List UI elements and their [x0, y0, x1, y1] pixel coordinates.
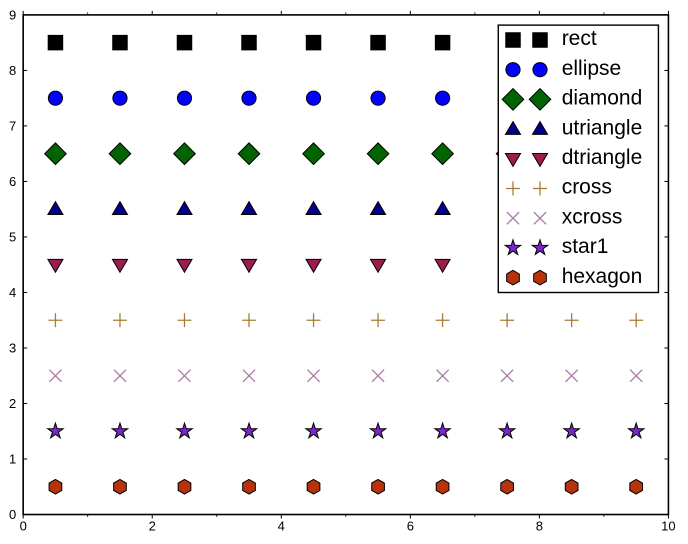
svg-text:3: 3 [9, 340, 16, 355]
svg-text:7: 7 [9, 118, 16, 133]
svg-text:star1: star1 [562, 235, 609, 258]
svg-text:ellipse: ellipse [562, 57, 622, 80]
svg-text:5: 5 [9, 229, 16, 244]
svg-text:2: 2 [149, 519, 156, 534]
svg-text:xcross: xcross [562, 205, 623, 228]
svg-text:4: 4 [278, 519, 285, 534]
svg-text:1: 1 [9, 452, 16, 467]
svg-text:2: 2 [9, 396, 16, 411]
svg-text:4: 4 [9, 285, 16, 300]
svg-text:hexagon: hexagon [562, 265, 643, 288]
svg-text:9: 9 [9, 7, 16, 22]
svg-text:8: 8 [9, 63, 16, 78]
svg-text:0: 0 [9, 507, 16, 522]
svg-text:rect: rect [562, 27, 597, 50]
svg-text:8: 8 [536, 519, 543, 534]
svg-text:diamond: diamond [562, 87, 643, 110]
svg-text:0: 0 [20, 519, 27, 534]
svg-text:utriangle: utriangle [562, 116, 643, 139]
svg-text:6: 6 [9, 174, 16, 189]
svg-text:dtriangle: dtriangle [562, 146, 643, 169]
svg-text:6: 6 [407, 519, 414, 534]
svg-text:10: 10 [661, 519, 675, 534]
svg-text:cross: cross [562, 176, 612, 199]
